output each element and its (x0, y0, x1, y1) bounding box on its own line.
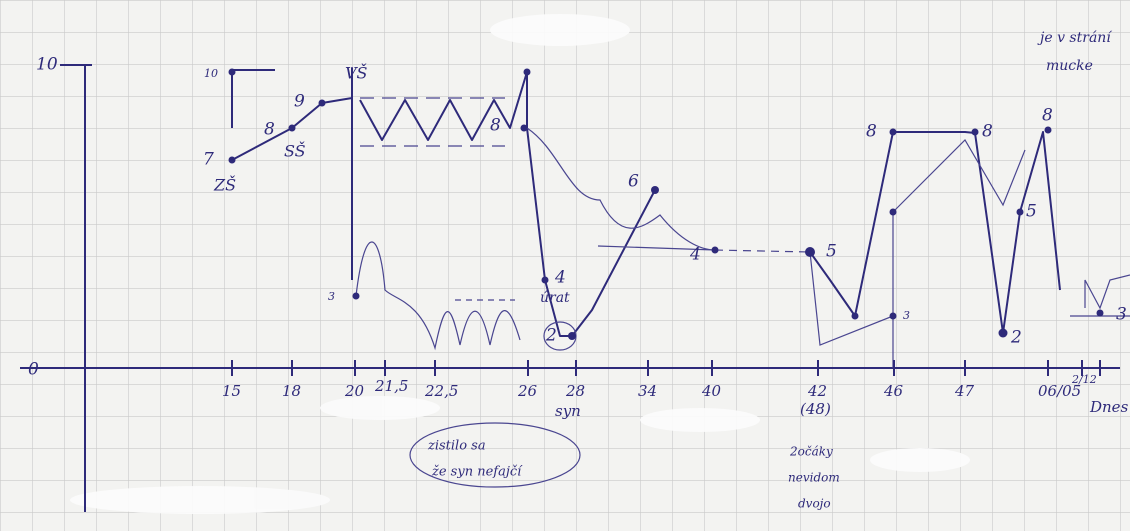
x-axis-label: 15 (222, 382, 241, 400)
note: úrat (540, 290, 570, 306)
point-label: 4 (554, 268, 566, 288)
point-label: 4 (689, 245, 701, 265)
point-label: 8 (982, 122, 993, 142)
x-axis-label: syn (555, 402, 581, 420)
point-label: 2 (545, 326, 557, 346)
note: 2očáky (789, 445, 833, 459)
x-axis-label: 28 (565, 382, 585, 400)
note: mucke (1046, 58, 1093, 74)
note: nevidom (788, 471, 840, 485)
y-axis-label: 10 (36, 55, 58, 75)
note: dvojo (798, 497, 831, 511)
x-axis-label: (48) (800, 400, 831, 418)
point-label: 3 (328, 290, 335, 303)
redactions (70, 14, 970, 514)
x-axis-label: 46 (883, 382, 904, 400)
point-label: 6 (628, 172, 639, 192)
x-axis-label: 42 (807, 382, 827, 400)
x-axis-label: 20 (344, 382, 365, 400)
note: je v strání (1037, 30, 1112, 46)
point-label: 3 (903, 309, 910, 322)
milestone: VŠ (345, 63, 368, 83)
x-axis-label: 34 (638, 382, 657, 400)
point-label: 8 (1042, 106, 1053, 126)
point-label: 5 (826, 242, 837, 262)
point-label: 7 (203, 150, 214, 170)
x-axis-label: 21,5 (374, 377, 408, 395)
x-axis-label: 06/05 (1038, 382, 1081, 400)
x-axis-label: 18 (282, 382, 301, 400)
x-axis-label: 40 (701, 382, 722, 400)
point-label: 5 (1026, 202, 1037, 222)
note: že syn nefajčí (431, 465, 523, 480)
point-label: 8 (264, 120, 275, 140)
x-axis-label: Dnes (1089, 398, 1129, 416)
x-axis-label: 26 (517, 382, 538, 400)
point-label: 2 (1010, 328, 1022, 348)
point-label: 8 (490, 116, 501, 136)
point-label: 10 (204, 67, 218, 80)
x-axis-label: 22,5 (424, 382, 458, 400)
milestone: ZŠ (213, 175, 236, 195)
y-axis-label: 0 (28, 360, 39, 380)
point-label: 9 (294, 92, 305, 112)
note: zistilo sa (427, 439, 486, 454)
axes (20, 64, 1120, 512)
x-axis-label: 47 (954, 382, 975, 400)
point-label: 8 (866, 122, 877, 142)
milestone: SŠ (284, 141, 306, 161)
point-label: 3 (1116, 305, 1127, 325)
life-curve (228, 67, 1130, 488)
x-axis-label: 2/12 (1071, 373, 1097, 386)
